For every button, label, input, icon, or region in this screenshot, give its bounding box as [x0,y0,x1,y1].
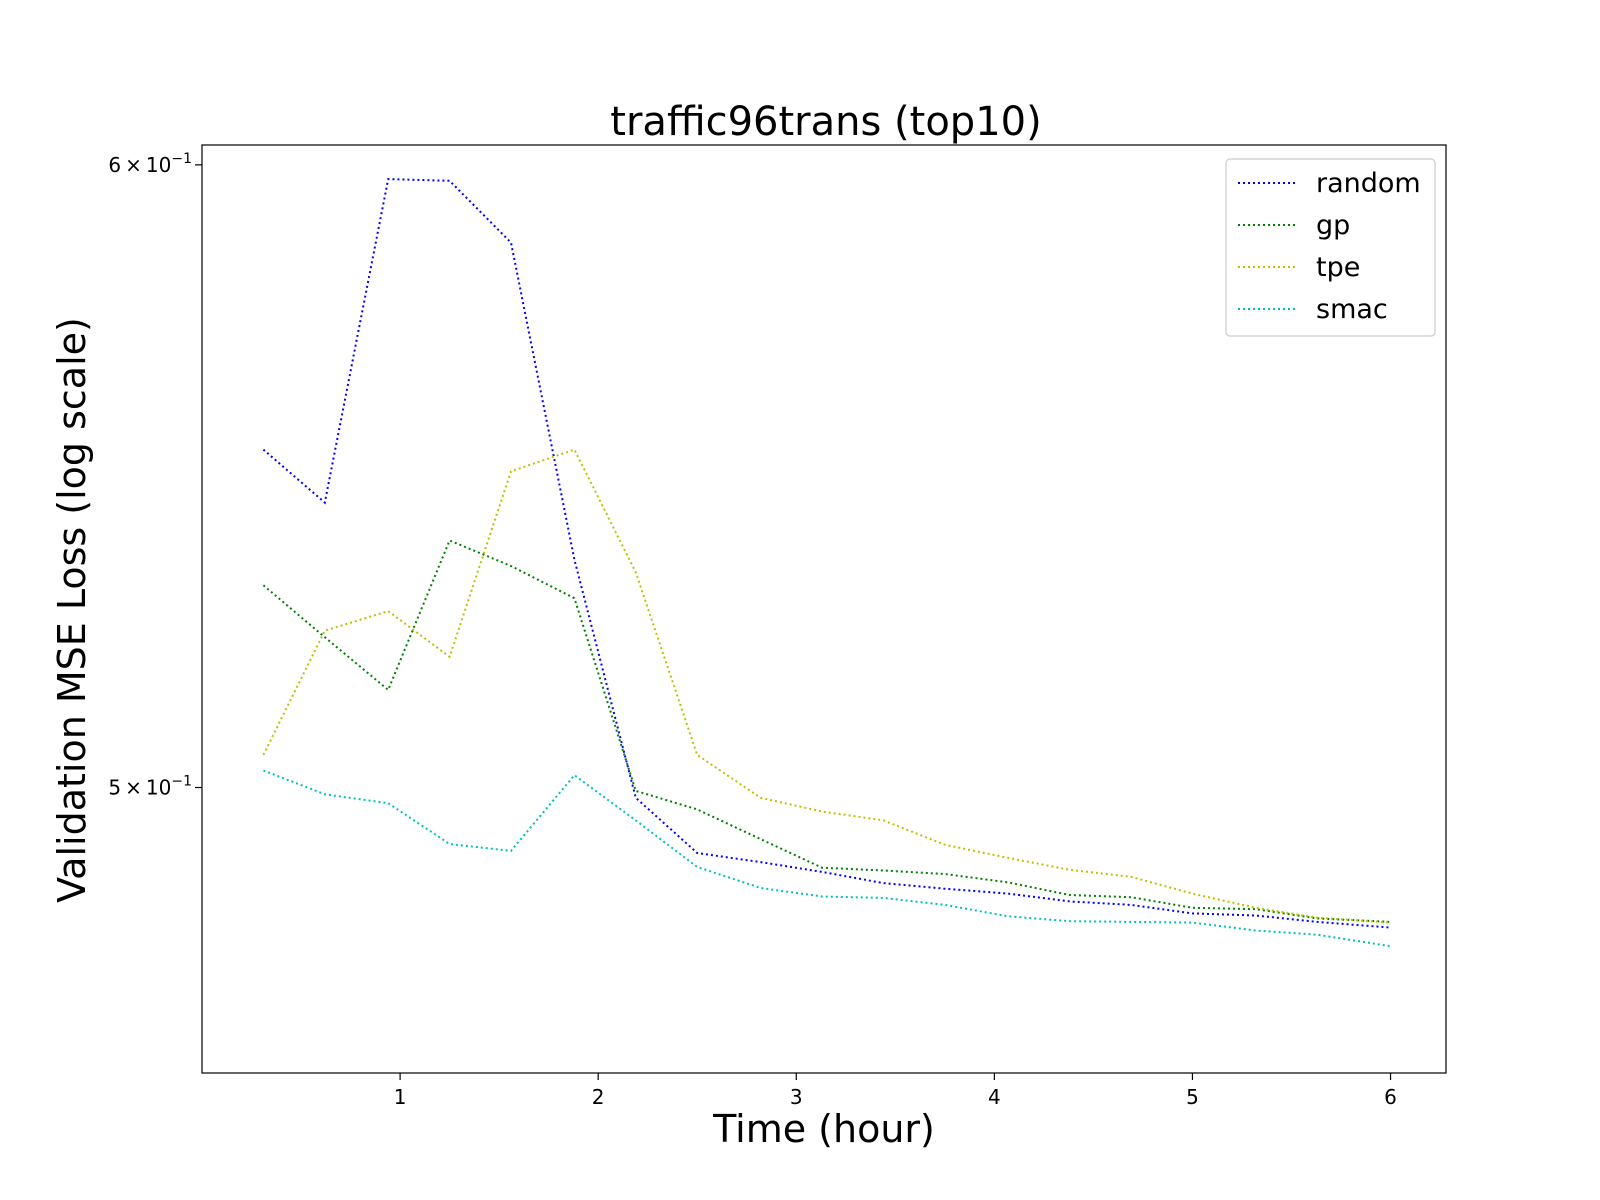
series-line-gp [262,539,1391,923]
plot-area: 1 2 3 4 5 6 5 × 10−1 6 × 10−1 [108,144,1447,1109]
series-line-tpe [262,448,1391,924]
y-axis-label: Validation MSE Loss (log scale) [50,317,94,903]
x-tick-label: 2 [592,1085,605,1109]
series-line-smac [263,769,1391,948]
legend-items: random gp tpe smac [1238,168,1421,325]
y-tick-label: 6 × 10−1 [108,151,192,177]
chart-title: traffic96trans (top10) [610,99,1041,145]
legend-label-tpe: tpe [1316,252,1360,283]
legend: random gp tpe smac [1225,158,1436,337]
y-tick-label: 5 × 10−1 [108,774,192,800]
y-axis-ticks: 5 × 10−1 6 × 10−1 [108,151,202,800]
x-tick-label: 4 [988,1085,1001,1109]
x-tick-label: 1 [394,1085,407,1109]
series-layer [262,178,1391,948]
series-line-random [262,178,1391,929]
x-tick-label: 6 [1384,1085,1397,1109]
legend-label-random: random [1316,168,1421,199]
legend-frame [1225,158,1436,337]
x-tick-label: 3 [790,1085,803,1109]
legend-label-gp: gp [1316,210,1350,241]
x-axis-ticks: 1 2 3 4 5 6 [394,1073,1397,1109]
plot-frame [201,144,1447,1074]
x-axis-label: Time (hour) [712,1107,935,1151]
legend-label-smac: smac [1316,294,1388,325]
x-tick-label: 5 [1186,1085,1199,1109]
